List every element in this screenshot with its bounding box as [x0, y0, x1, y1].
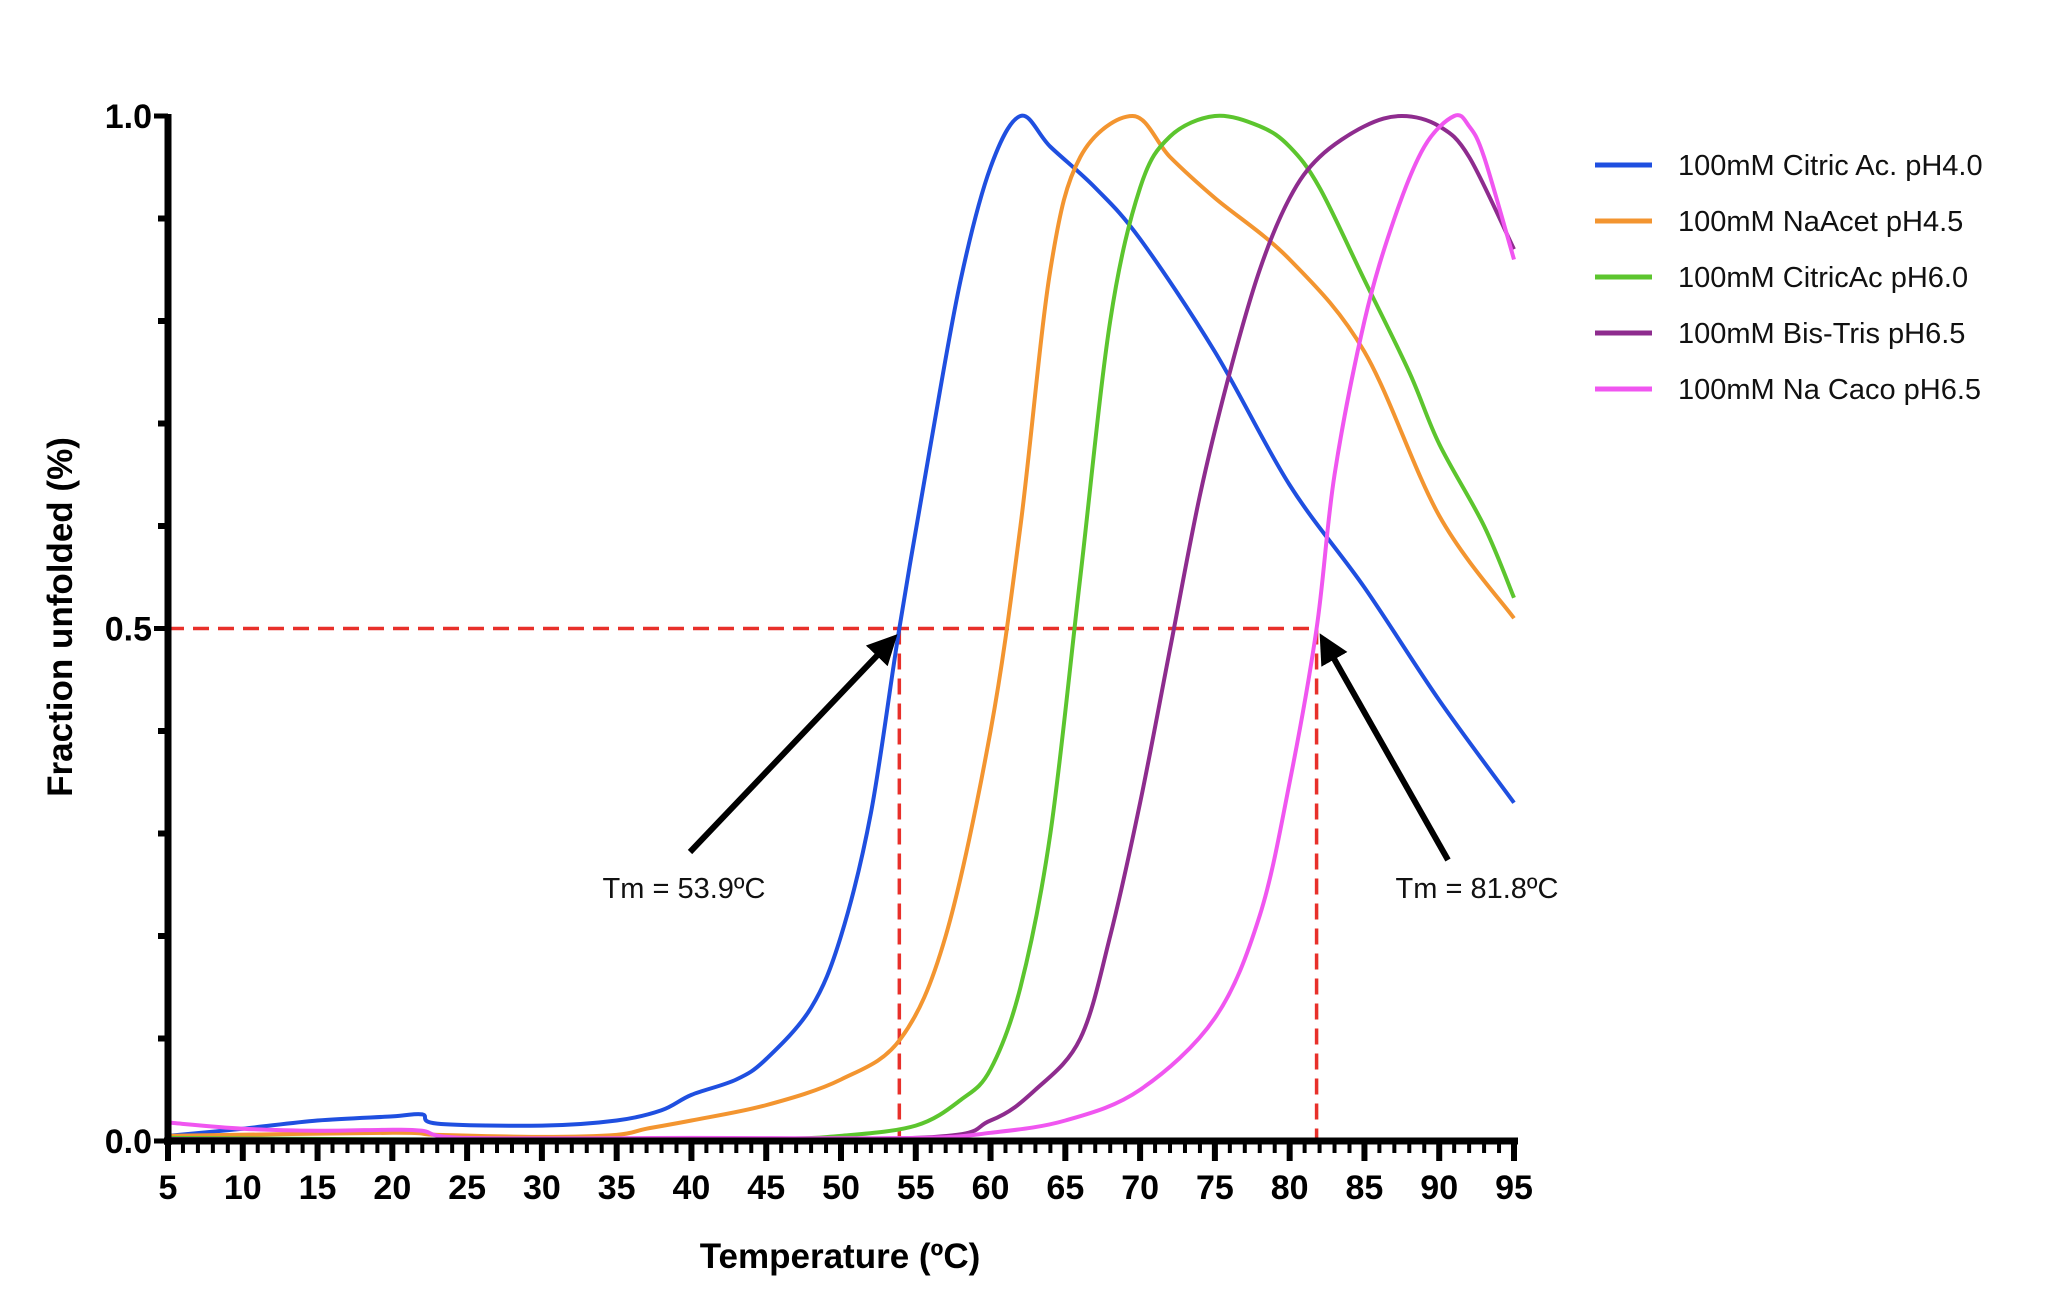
legend-item: 100mM Citric Ac. pH4.0 — [1595, 150, 1983, 182]
x-tick-label: 80 — [1271, 1169, 1309, 1207]
legend-label: 100mM Na Caco pH6.5 — [1678, 374, 1981, 406]
x-tick-label: 85 — [1346, 1169, 1384, 1207]
y-tick-label: 0.0 — [105, 1123, 152, 1161]
x-tick-label: 35 — [598, 1169, 636, 1207]
x-tick-label: 10 — [224, 1169, 262, 1207]
legend-label: 100mM CitricAc pH6.0 — [1678, 262, 1968, 294]
y-tick-label: 1.0 — [105, 98, 152, 136]
annotations: Tm = 53.9ºC Tm = 81.8ºC — [603, 633, 1559, 905]
x-tick-label: 25 — [448, 1169, 486, 1207]
tm-label-1: Tm = 53.9ºC — [603, 873, 766, 905]
x-tick-label: 20 — [373, 1169, 411, 1207]
legend-item: 100mM NaAcet pH4.5 — [1595, 206, 1963, 238]
y-axis-title: Fraction unfolded (%) — [41, 437, 80, 797]
x-tick-label: 75 — [1196, 1169, 1234, 1207]
legend-item: 100mM Na Caco pH6.5 — [1595, 374, 1981, 406]
x-axis-title: Temperature (ºC) — [700, 1237, 981, 1276]
reference-lines — [168, 626, 1319, 1141]
tm-arrow-1 — [687, 634, 898, 855]
x-tick-label: 95 — [1495, 1169, 1533, 1207]
x-tick-label: 55 — [897, 1169, 935, 1207]
series-line-2 — [167, 114, 1516, 1139]
legend-label: 100mM Citric Ac. pH4.0 — [1678, 150, 1983, 182]
axes: 5 10 15 20 25 30 35 40 45 50 55 60 65 70 75 80 85 90 95 0.0… — [105, 98, 1533, 1207]
x-tick-label: 40 — [673, 1169, 711, 1207]
legend-item: 100mM CitricAc pH6.0 — [1595, 262, 1968, 294]
series-line-5 — [167, 113, 1516, 1141]
x-tick-label: 90 — [1420, 1169, 1458, 1207]
legend-label: 100mM NaAcet pH4.5 — [1678, 206, 1963, 238]
x-tick-label: 30 — [523, 1169, 561, 1207]
legend-item: 100mM Bis-Tris pH6.5 — [1595, 318, 1965, 350]
x-tick-label: 5 — [159, 1169, 178, 1207]
x-tick-label: 60 — [972, 1169, 1010, 1207]
legend: 100mM Citric Ac. pH4.0 100mM NaAcet pH4.5… — [1595, 150, 1983, 406]
tm-label-2: Tm = 81.8ºC — [1396, 873, 1559, 905]
x-tick-label: 15 — [299, 1169, 337, 1207]
tm-arrow-2 — [1319, 633, 1451, 862]
y-tick-label: 0.5 — [105, 611, 152, 649]
series-line-1 — [167, 113, 1516, 1138]
x-tick-label: 65 — [1046, 1169, 1084, 1207]
x-tick-label: 70 — [1121, 1169, 1159, 1207]
x-tick-label: 45 — [747, 1169, 785, 1207]
x-tick-label: 50 — [822, 1169, 860, 1207]
legend-label: 100mM Bis-Tris pH6.5 — [1678, 318, 1965, 350]
